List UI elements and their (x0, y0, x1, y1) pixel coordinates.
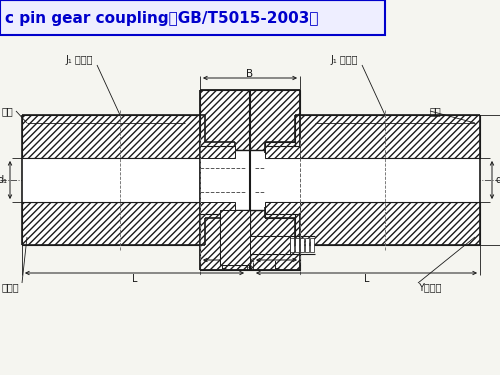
Text: L: L (364, 274, 369, 284)
Bar (200, 202, 235, 214)
Text: d₂: d₂ (496, 175, 500, 185)
Bar (200, 90, 300, 150)
Text: 型轴孔: 型轴孔 (2, 282, 20, 292)
Text: L: L (274, 261, 279, 271)
Bar (22, 158, 205, 202)
Bar (200, 150, 300, 210)
Bar (290, 238, 294, 252)
Bar (295, 238, 299, 252)
Bar (295, 158, 480, 202)
Bar (265, 202, 300, 214)
Text: 标志: 标志 (2, 106, 14, 116)
Text: d₁: d₁ (0, 175, 7, 185)
Bar (22, 115, 205, 158)
Bar (265, 158, 295, 202)
Text: Y型轴孔: Y型轴孔 (418, 282, 442, 292)
Bar (300, 238, 304, 252)
Text: J₁ 型轴孔: J₁ 型轴孔 (330, 55, 357, 65)
Text: L: L (132, 274, 137, 284)
Text: 标志: 标志 (430, 106, 442, 116)
Bar (220, 210, 250, 265)
Text: B: B (246, 69, 254, 79)
Bar (265, 202, 295, 218)
Bar (0, 0, 385, 35)
Bar (200, 210, 300, 270)
Bar (265, 142, 295, 158)
Bar (310, 238, 314, 252)
Text: J₁ 型轴孔: J₁ 型轴孔 (65, 55, 92, 65)
Bar (205, 158, 235, 202)
Bar (295, 115, 480, 158)
Bar (250, 236, 290, 254)
Bar (295, 202, 480, 245)
Text: c pin gear coupling（GB/T5015-2003）: c pin gear coupling（GB/T5015-2003） (5, 10, 318, 26)
Bar (265, 146, 300, 158)
Bar (205, 202, 235, 218)
Text: L: L (221, 261, 226, 271)
Bar (205, 142, 235, 158)
Bar (22, 202, 205, 245)
Text: s: s (248, 261, 252, 270)
Bar (200, 146, 235, 158)
Bar (305, 238, 309, 252)
